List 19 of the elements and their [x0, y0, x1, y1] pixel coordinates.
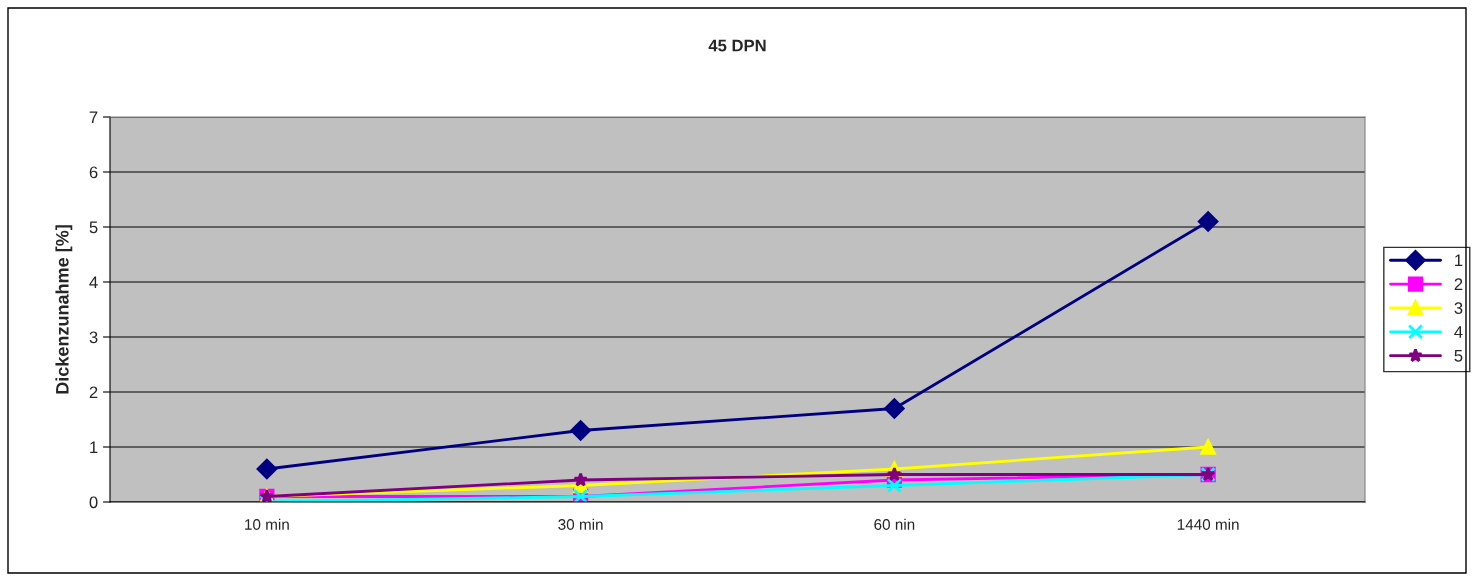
x-tick-label: 30 min [558, 518, 603, 530]
y-tick-label: 1 [90, 441, 98, 454]
y-tick-label: 3 [89, 331, 98, 344]
y-axis-title: Dickenzunahme [%] [55, 225, 73, 394]
x-tick-label: 60 nin [874, 518, 915, 530]
y-tick-label: 4 [89, 276, 98, 289]
y-tick-label: 2 [89, 386, 98, 399]
legend-label: 1 [1455, 254, 1463, 267]
legend-label: 5 [1454, 350, 1463, 362]
x-tick-label: 10 min [245, 518, 289, 530]
y-tick-label: 0 [89, 496, 98, 509]
x-tick-label: 1440 min [1177, 518, 1239, 530]
chart-title: 45 DPN [708, 39, 766, 52]
y-tick-label: 6 [89, 166, 98, 179]
legend-label: 2 [1454, 278, 1463, 290]
legend-label: 4 [1454, 326, 1463, 338]
legend-label: 3 [1454, 302, 1463, 314]
y-tick-label: 5 [89, 221, 98, 234]
y-tick-label: 7 [89, 111, 98, 124]
